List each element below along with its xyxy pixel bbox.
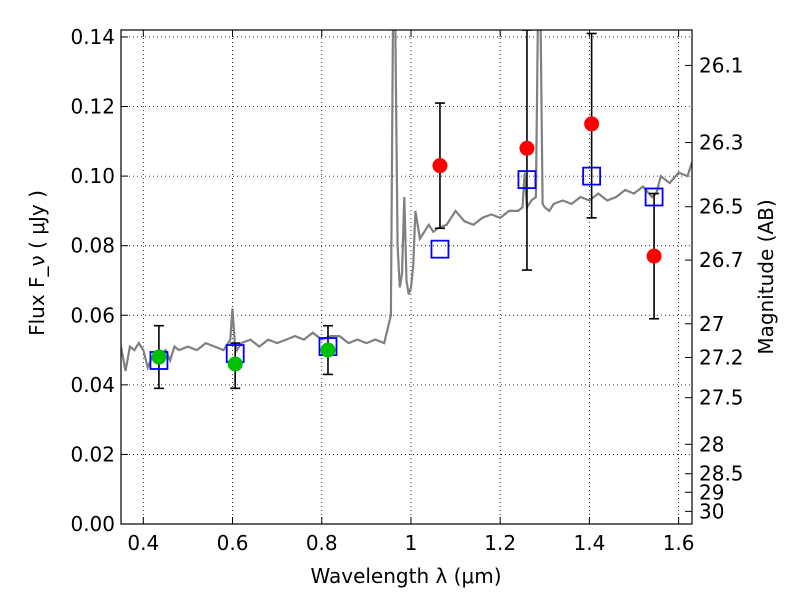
mag-tick-label: 28.5: [699, 462, 744, 486]
x-tick-label: 1.6: [663, 531, 695, 555]
model-spectrum-line: [121, 30, 692, 372]
mag-tick-label: 29: [699, 480, 724, 504]
x-axis-title: Wavelength λ (μm): [310, 564, 501, 588]
y-tick-label: 0.14: [70, 25, 115, 49]
mag-tick-label: 27.5: [699, 386, 744, 410]
y-tick-label: 0.12: [70, 95, 115, 119]
model-box: [517, 170, 537, 189]
mag-tick-label: 30: [699, 499, 724, 523]
y-tick-label: 0.04: [70, 373, 115, 397]
x-tick-label: 1.2: [484, 531, 516, 555]
observed-points: [151, 116, 662, 372]
observed-point-red: [584, 116, 600, 132]
plot-frame: [120, 29, 693, 525]
y-tick-label: 0.02: [70, 442, 115, 466]
observed-point-green: [151, 349, 167, 365]
x-tick-label: 1.4: [573, 531, 605, 555]
mag-tick-label: 26.7: [699, 248, 744, 272]
x-tick-label: 0.6: [217, 531, 249, 555]
y-tick-label: 0.08: [70, 234, 115, 258]
mag-tick-label: 26.3: [699, 131, 744, 155]
mag-tick-label: 26.1: [699, 53, 744, 77]
y-axis-title: Flux F_ν ( μJy ): [25, 190, 49, 336]
mag-tick-label: 27: [699, 312, 724, 336]
y-tick-label: 0.10: [70, 164, 115, 188]
model-box: [644, 187, 664, 207]
mag-tick-label: 26.5: [699, 195, 744, 219]
x-tick-label: 0.8: [306, 531, 338, 555]
model-box: [582, 166, 602, 186]
observed-point-red: [432, 158, 448, 174]
mag-tick-label: 27.2: [699, 345, 744, 369]
y-tick-label: 0.00: [70, 512, 115, 536]
observed-point-green: [227, 356, 243, 372]
model-photometry-boxes: [149, 166, 664, 370]
y-axis-right-title: Magnitude (AB): [754, 199, 778, 354]
observed-point-red: [519, 140, 535, 156]
x-tick-label: 1: [405, 531, 418, 555]
observed-point-green: [320, 342, 336, 358]
x-tick-label: 0.4: [127, 531, 159, 555]
mag-tick-label: 28: [699, 432, 724, 456]
y-tick-label: 0.06: [70, 303, 115, 327]
axis-ticks: 0.4 0.6 0.8 1 1.2 1.4 1.6 0.00 0.02 0.04 0.06 0.08 0…: [70, 25, 743, 555]
model-box: [430, 239, 450, 259]
observed-point-red: [646, 248, 662, 264]
